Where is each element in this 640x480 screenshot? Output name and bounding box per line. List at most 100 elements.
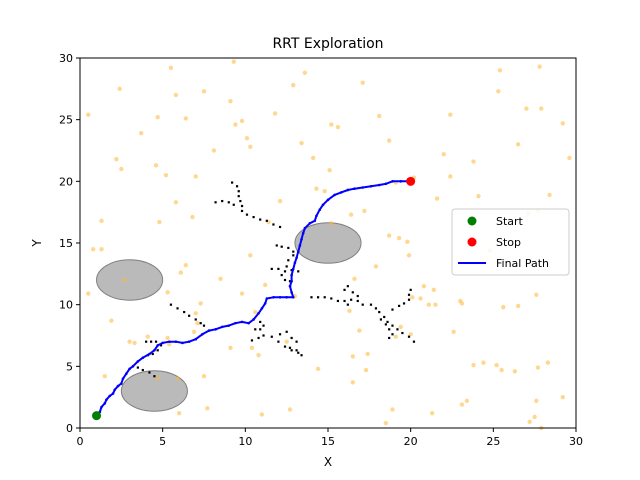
sample-point [535,365,541,370]
final-path-layer [95,180,412,417]
sample-point [314,186,319,191]
tree-node [350,298,353,301]
sample-point [259,412,265,417]
tree-node [343,288,346,291]
tree-node [300,354,303,357]
tree-node [283,345,287,348]
samples-layer [86,59,572,431]
sample-point [406,253,412,258]
final-path-node [265,297,269,300]
sample-point [363,367,369,373]
final-path-node [121,377,125,380]
sample-point [91,246,96,252]
final-path-node [105,398,108,401]
sample-point [211,148,217,153]
tree-node [283,278,287,282]
sample-point [99,246,104,252]
final-path-node [291,267,295,271]
sample-point [383,420,389,426]
final-path-node [278,295,282,299]
legend-path-label: Final Path [496,257,549,270]
sample-point [501,304,506,310]
final-path-node [296,250,300,253]
sample-point [138,131,144,136]
tree-node [262,324,265,327]
sample-point [178,270,184,275]
final-path-node [234,321,237,325]
y-tick-label: 10 [59,299,73,312]
sample-point [418,296,423,301]
sample-point [157,219,162,225]
tree-node [252,216,255,219]
final-path-node [100,405,103,409]
tree-node [386,320,389,324]
sample-point [201,89,207,94]
sample-point [459,402,465,407]
tree-node [136,366,139,369]
final-path-node [290,273,293,277]
tree-node [231,181,234,184]
tree-node [295,340,298,343]
y-tick-label: 30 [59,52,73,65]
tree-node [361,303,364,306]
sample-point [127,339,132,344]
tree-node [145,340,148,343]
tree-node [287,246,290,250]
tree-node [202,324,206,327]
sample-point [183,263,189,268]
sample-point [165,290,170,295]
tree-node [290,269,293,272]
tree-node [346,303,349,306]
obstacle-2 [294,222,362,264]
sample-point [515,303,521,309]
y-tick-label: 0 [66,422,73,435]
final-path-node [148,352,151,356]
final-path-node [301,231,305,235]
tree-node [323,296,326,299]
sample-point [433,302,438,307]
x-tick-label: 10 [238,435,252,448]
final-path-node [141,356,145,360]
y-tick-label: 5 [66,360,73,373]
obstacle-3 [120,370,188,412]
sample-point [534,292,539,297]
tree-node [141,368,144,372]
sample-point [494,362,499,368]
sample-point [248,253,253,258]
final-path-node [333,193,336,197]
final-path-node [111,392,115,395]
tree-node [378,310,381,314]
final-path-node [321,203,325,207]
final-path-node [290,291,293,294]
sample-point [497,68,503,73]
final-path-node [295,256,298,260]
tree-node [407,298,411,301]
sample-point [386,233,392,238]
sample-point [347,308,352,314]
final-path-node [120,382,123,385]
sample-point [165,335,170,341]
sample-point [421,283,427,289]
final-path-node [108,394,112,398]
sample-point [539,106,544,111]
tree-node [270,335,273,338]
tree-node [287,259,290,262]
x-tick-label: 20 [404,435,418,448]
sample-point [173,92,179,98]
sample-point [256,353,261,358]
y-tick-label: 25 [59,114,73,127]
sample-point [405,239,410,244]
legend-start-marker [467,216,477,226]
final-path-node [315,214,318,218]
sample-point [426,302,432,307]
final-path-node [369,184,373,188]
tree-node [240,209,244,213]
x-tick-label: 5 [159,435,166,448]
tree-node [351,291,354,294]
tree-node [356,299,359,303]
sample-point [205,406,210,411]
tree-node [384,323,387,326]
final-path-node [361,186,365,189]
sample-point [228,98,233,104]
tree-node [356,294,359,298]
